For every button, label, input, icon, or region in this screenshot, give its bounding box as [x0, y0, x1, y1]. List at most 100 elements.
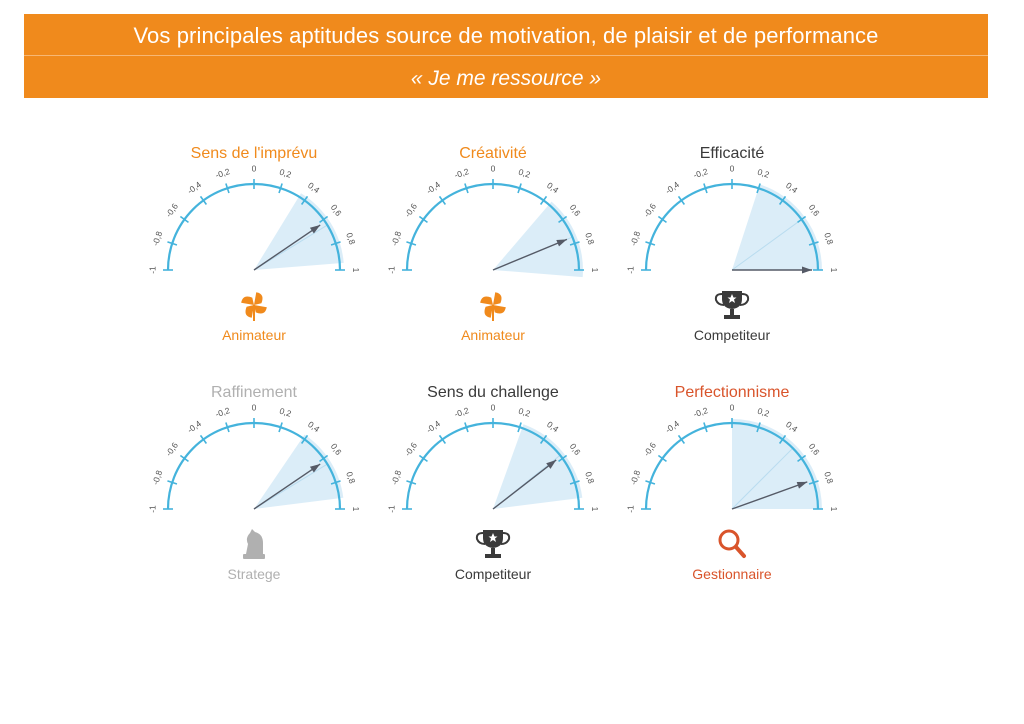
magnifier-icon: [718, 529, 746, 558]
gauge-pointer: [492, 238, 568, 271]
gauge-tick: [225, 183, 230, 194]
gauge-tick-label: -0,2: [692, 166, 709, 180]
pinwheel-blade: [480, 296, 493, 306]
gauge-tick-label: -0,8: [389, 469, 403, 486]
gauge-tick: [319, 454, 329, 463]
gauge-tick-label: -0,4: [424, 418, 442, 435]
gauge-tick-label: -0,6: [402, 201, 419, 219]
gauge-tick-label: -1: [147, 505, 157, 513]
gauge-tick: [539, 434, 548, 444]
gauge-tick-label: 1: [351, 268, 361, 273]
gauge-pointer: [253, 463, 321, 510]
gauge-tick: [645, 241, 656, 246]
gauge-tick: [657, 215, 667, 224]
trophy-icon: [714, 291, 750, 319]
banner-divider: [24, 55, 988, 56]
pinwheel-blade: [254, 292, 263, 305]
gauge-title: Sens de l'imprévu: [191, 145, 318, 162]
gauge-tick: [645, 480, 656, 485]
gauge-tick-label: -0,2: [214, 166, 231, 180]
gauge-tick: [199, 195, 208, 205]
gauge-tick: [517, 183, 522, 194]
gauge-tick-label: 0,6: [568, 441, 583, 457]
gauge-tick-label: -0,6: [163, 201, 180, 219]
gauge-tick: [464, 183, 469, 194]
trophy-handle-right: [739, 293, 750, 306]
gauge-tick-label: -1: [147, 266, 157, 274]
gauge-tick-label: -0,4: [663, 179, 681, 196]
gauge-tick: [703, 422, 708, 433]
gauge-tick-label: -0,8: [150, 469, 164, 486]
gauge-tick-label: -0,8: [150, 230, 164, 247]
gauge-tick-label: -0,6: [641, 440, 658, 458]
gauge-tick: [756, 422, 761, 433]
pinwheel-blade: [254, 305, 267, 314]
gauge-range-wedge: [254, 193, 344, 270]
pinwheel-icon: [241, 292, 267, 321]
gauge-tick: [677, 434, 686, 444]
trophy-star: [727, 294, 737, 303]
gauge-1: -1 -0,8 -0,6 -0,4 -0,2 0 0,2 0,4 0,60,8 1 Sens de …: [147, 145, 361, 343]
gauge-tick: [300, 195, 309, 205]
gauge-tick-label: -0,4: [663, 418, 681, 435]
gauge-tick-label: 0: [491, 402, 496, 412]
gauge-tick: [756, 183, 761, 194]
trophy-stem: [730, 309, 734, 315]
gauge-title: Sens du challenge: [427, 384, 559, 401]
gauge-tick-label: -0,2: [453, 405, 470, 419]
gauge-tick-label: 0,6: [807, 441, 822, 457]
gauge-range-guide: [731, 219, 802, 271]
gauge-tick-label: 1: [590, 268, 600, 273]
gauge-pointer-head: [309, 464, 321, 473]
trophy-handle-right: [500, 532, 511, 545]
gauge-tick-label: -0,2: [692, 405, 709, 419]
gauge-pointer-head: [802, 266, 812, 274]
trophy-handle-left: [714, 293, 725, 306]
gauge-tick: [319, 215, 329, 224]
gauge-tick-label: -0,2: [453, 166, 470, 180]
gauge-range-guide: [731, 447, 794, 510]
pinwheel-icon: [480, 292, 506, 321]
pinwheel-blade: [241, 296, 254, 305]
gauge-tick-label: 0,6: [329, 441, 344, 457]
gauge-range-wedge: [732, 184, 822, 270]
gauge-tick: [438, 434, 447, 444]
gauge-tick-label: 0,2: [517, 167, 532, 180]
gauge-tick: [330, 480, 341, 485]
gauge-tick-label: -1: [386, 266, 396, 274]
magnifier-lens: [718, 529, 740, 551]
gauge-tick-label: -0,6: [402, 440, 419, 458]
gauge-pointer-head: [556, 239, 567, 247]
knight-base: [243, 554, 265, 559]
gauge-tick-label: 0,2: [278, 167, 293, 180]
gauge-tick-label: -0,6: [163, 440, 180, 458]
trophy-base: [724, 315, 740, 319]
gauge-tick: [330, 241, 341, 246]
pinwheel-blade: [493, 305, 506, 314]
gauge-tick-label: 0,2: [756, 406, 771, 419]
gauge-tick-label: 0: [730, 163, 735, 173]
gauge-tick: [167, 480, 178, 485]
magnifier-handle: [734, 545, 746, 558]
gauge-tick: [797, 454, 807, 463]
gauge-tick: [418, 215, 428, 224]
gauge-tick-label: 0: [730, 402, 735, 412]
gauge-tick-label: 0,8: [583, 231, 596, 246]
gauge-tick: [406, 480, 417, 485]
gauge-tick-label: -0,8: [628, 230, 642, 247]
gauge-tick-label: 0,4: [545, 419, 561, 434]
gauge-tick-label: 0: [252, 163, 257, 173]
gauge-tick-label: -0,4: [185, 418, 203, 435]
gauge-tick-label: 0,8: [583, 470, 596, 485]
gauge-tick: [677, 195, 686, 205]
gauge-tick: [225, 422, 230, 433]
gauge-title: Raffinement: [211, 384, 298, 401]
trophy-icon: [475, 530, 511, 558]
gauge-tick-label: -0,6: [641, 201, 658, 219]
gauge-tick-label: 1: [590, 507, 600, 512]
gauge-profile-label: Gestionnaire: [692, 566, 772, 582]
pinwheel-blade: [493, 292, 502, 305]
gauge-tick: [167, 241, 178, 246]
gauge-tick-label: 0: [491, 163, 496, 173]
